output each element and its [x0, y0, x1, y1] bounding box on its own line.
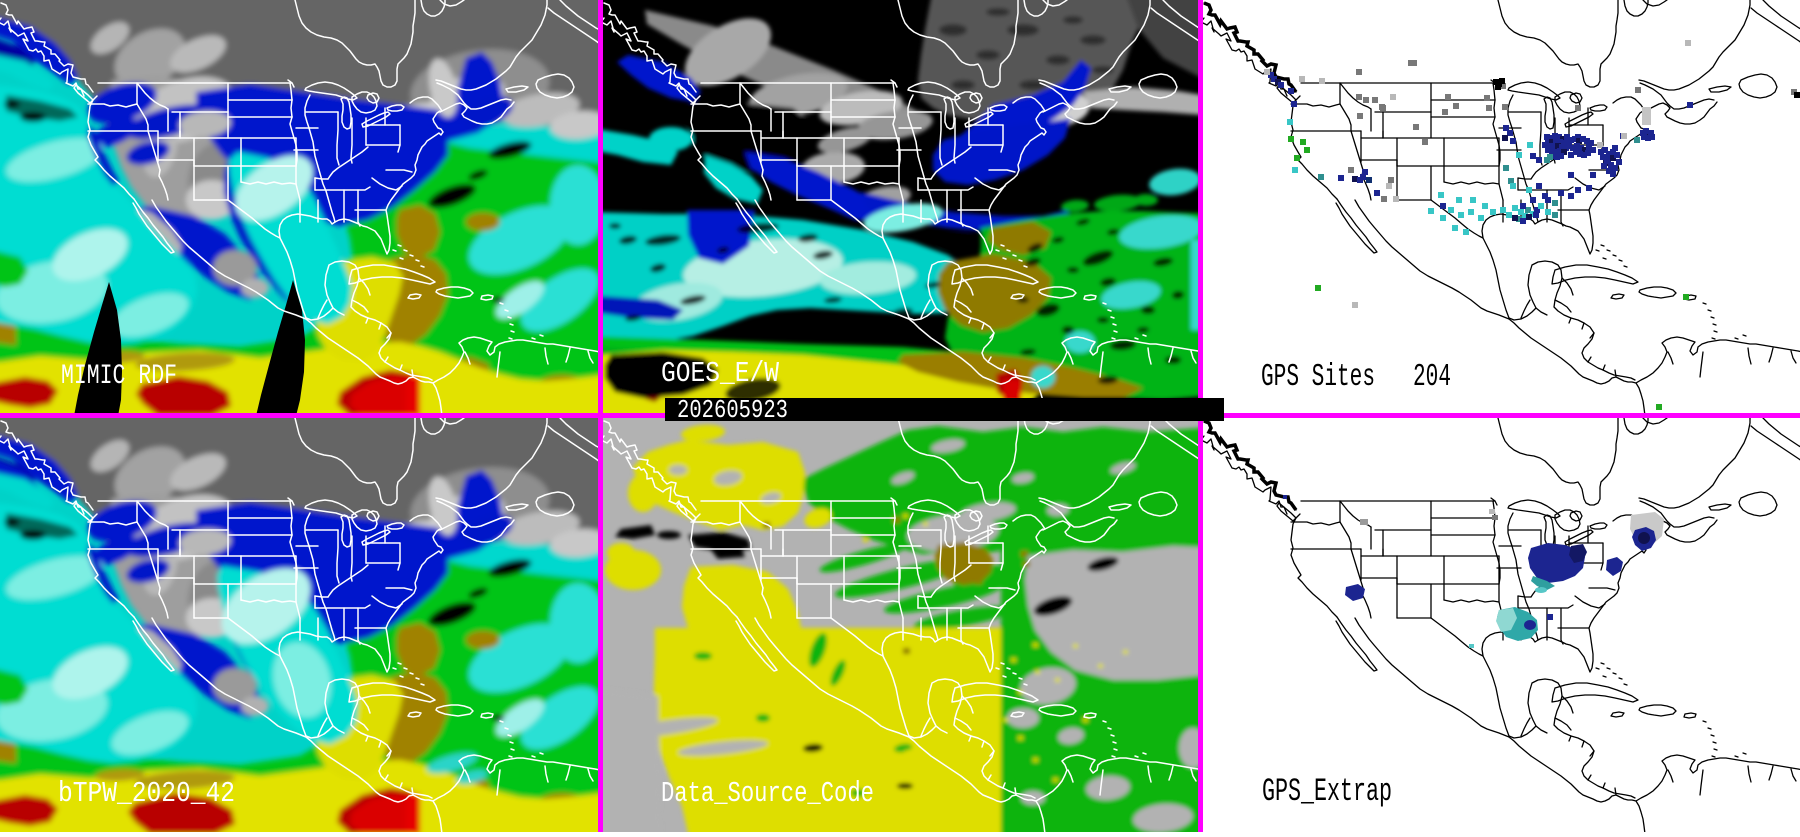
- svg-text:GOES_E/W: GOES_E/W: [661, 357, 780, 390]
- svg-text:bTPW_2020_42: bTPW_2020_42: [58, 777, 235, 809]
- svg-text:GPS Sites 204: GPS Sites 204: [1261, 360, 1451, 395]
- svg-text:Data_Source_Code: Data_Source_Code: [661, 778, 874, 810]
- svg-text:MIMIC RDF: MIMIC RDF: [61, 361, 177, 392]
- svg-text:202605923: 202605923: [677, 396, 788, 426]
- svg-text:GPS_Extrap: GPS_Extrap: [1262, 774, 1392, 810]
